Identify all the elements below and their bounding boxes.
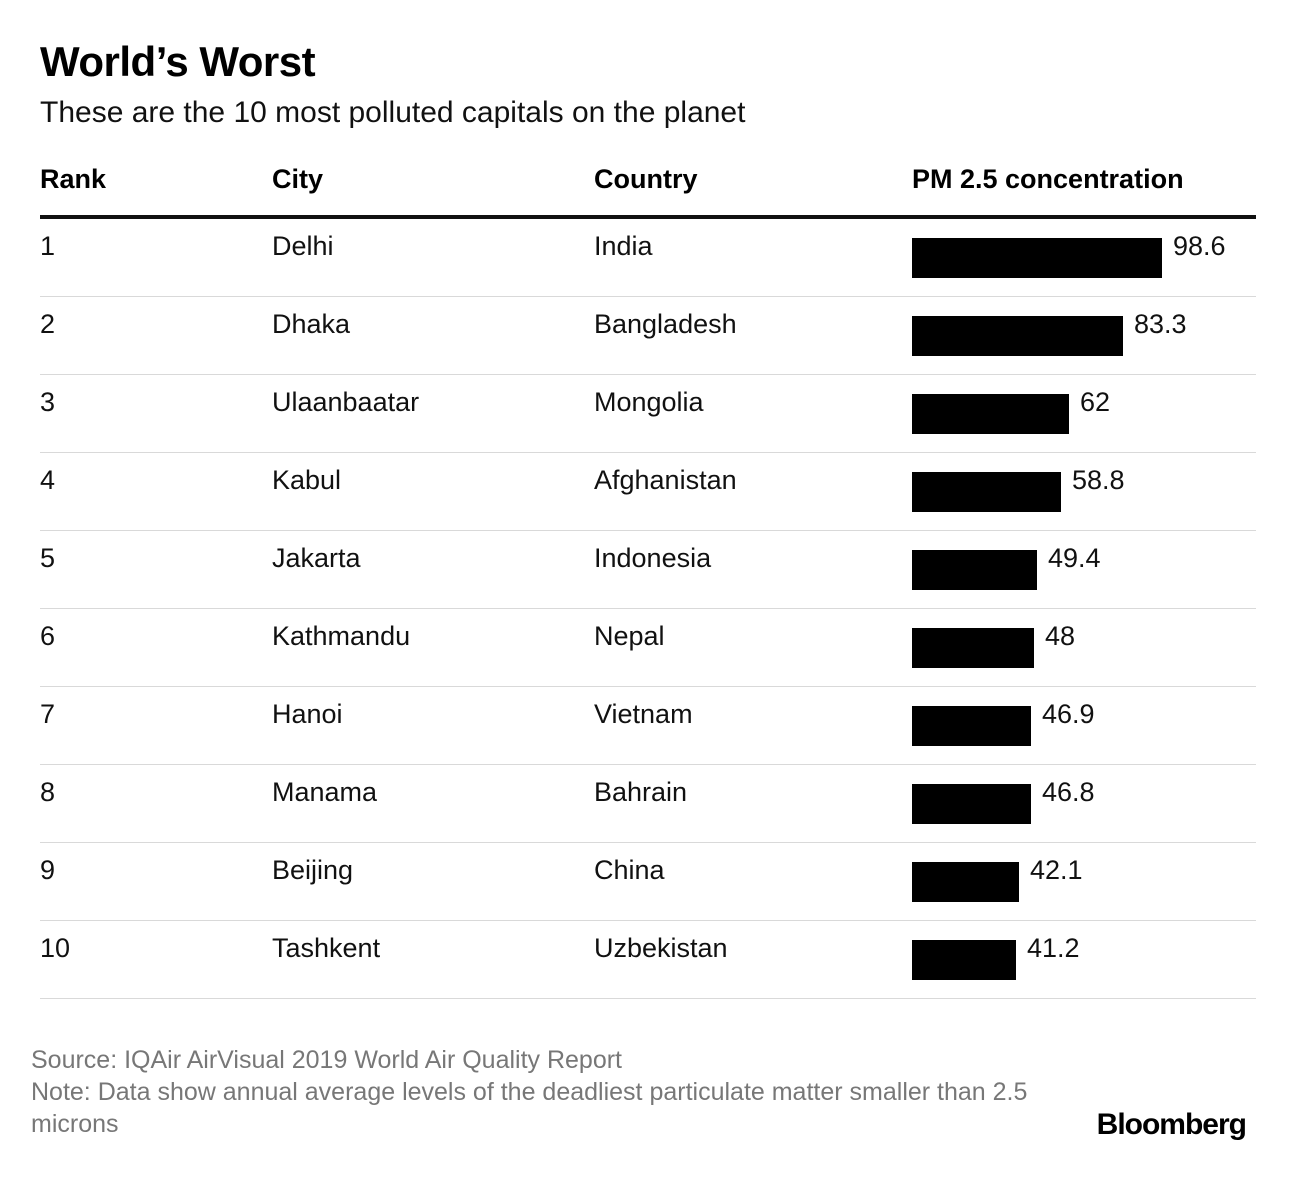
pm25-bar [912, 940, 1016, 980]
city-cell: Tashkent [272, 933, 381, 963]
pm25-value-label: 98.6 [1173, 231, 1226, 261]
pm25-bar [912, 706, 1031, 746]
country-cell: Bahrain [594, 777, 688, 807]
rank-cell: 10 [40, 933, 71, 963]
table-row: 1 Delhi India 98.6 [40, 219, 1256, 297]
table-row: 10 Tashkent Uzbekistan 41.2 [40, 921, 1256, 999]
pm25-value-label: 49.4 [1048, 543, 1101, 573]
table-row: 5 Jakarta Indonesia 49.4 [40, 531, 1256, 609]
table-row: 9 Beijing China 42.1 [40, 843, 1256, 921]
column-header-country: Country [594, 164, 698, 194]
pm25-bar [912, 394, 1069, 434]
table-row: 6 Kathmandu Nepal 48 [40, 609, 1256, 687]
pm25-value-label: 58.8 [1072, 465, 1125, 495]
table-row: 2 Dhaka Bangladesh 83.3 [40, 297, 1256, 375]
table-row: 4 Kabul Afghanistan 58.8 [40, 453, 1256, 531]
city-cell: Jakarta [272, 543, 361, 573]
city-cell: Kabul [272, 465, 342, 495]
pm25-bar [912, 238, 1162, 278]
pm25-bar [912, 862, 1019, 902]
country-cell: Bangladesh [594, 309, 737, 339]
rank-cell: 4 [40, 465, 56, 495]
pm25-bar [912, 550, 1037, 590]
pm25-value-label: 48 [1045, 621, 1076, 651]
rank-cell: 6 [40, 621, 56, 651]
table-header: Rank City Country PM 2.5 concentration [40, 160, 1256, 219]
rank-cell: 8 [40, 777, 56, 807]
pm25-bar [912, 472, 1061, 512]
rank-cell: 9 [40, 855, 56, 885]
pm25-bar [912, 316, 1123, 356]
pm25-value-label: 46.8 [1042, 777, 1095, 807]
country-cell: China [594, 855, 665, 885]
city-cell: Kathmandu [272, 621, 411, 651]
chart-subtitle: These are the 10 most polluted capitals … [40, 96, 746, 129]
rank-cell: 1 [40, 231, 56, 261]
data-note: Note: Data show annual average levels of… [31, 1078, 1028, 1138]
column-header-rank: Rank [40, 164, 107, 194]
table-body: 1 Delhi India 98.6 2 Dhaka Bangladesh 83.3 3 Ulaa… [40, 219, 1256, 999]
ranking-table: Rank City Country PM 2.5 concentration 1… [40, 160, 1256, 999]
pm25-value-label: 42.1 [1030, 855, 1083, 885]
rank-cell: 7 [40, 699, 56, 729]
country-cell: Nepal [594, 621, 665, 651]
country-cell: Uzbekistan [594, 933, 728, 963]
rank-cell: 2 [40, 309, 56, 339]
pm25-value-label: 41.2 [1027, 933, 1080, 963]
pm25-value-label: 83.3 [1134, 309, 1187, 339]
chart-title: World’s Worst [40, 38, 316, 85]
city-cell: Delhi [272, 231, 334, 261]
country-cell: Vietnam [594, 699, 693, 729]
city-cell: Ulaanbaatar [272, 387, 420, 417]
table-row: 7 Hanoi Vietnam 46.9 [40, 687, 1256, 765]
city-cell: Dhaka [272, 309, 351, 339]
city-cell: Hanoi [272, 699, 343, 729]
country-cell: India [594, 231, 653, 261]
column-header-pm25: PM 2.5 concentration [912, 164, 1184, 194]
column-header-city: City [272, 164, 324, 194]
pm25-bar [912, 784, 1031, 824]
country-cell: Afghanistan [594, 465, 737, 495]
city-cell: Manama [272, 777, 378, 807]
pm25-bar [912, 628, 1034, 668]
source-note: Source: IQAir AirVisual 2019 World Air Q… [31, 1046, 623, 1074]
bloomberg-logo: Bloomberg [1096, 1108, 1247, 1141]
table-row: 8 Manama Bahrain 46.8 [40, 765, 1256, 843]
pm25-value-label: 62 [1080, 387, 1111, 417]
city-cell: Beijing [272, 855, 354, 885]
rank-cell: 5 [40, 543, 56, 573]
pm25-value-label: 46.9 [1042, 699, 1095, 729]
table-row: 3 Ulaanbaatar Mongolia 62 [40, 375, 1256, 453]
footer-notes: Source: IQAir AirVisual 2019 World Air Q… [31, 1044, 1031, 1140]
rank-cell: 3 [40, 387, 56, 417]
country-cell: Indonesia [594, 543, 712, 573]
country-cell: Mongolia [594, 387, 704, 417]
